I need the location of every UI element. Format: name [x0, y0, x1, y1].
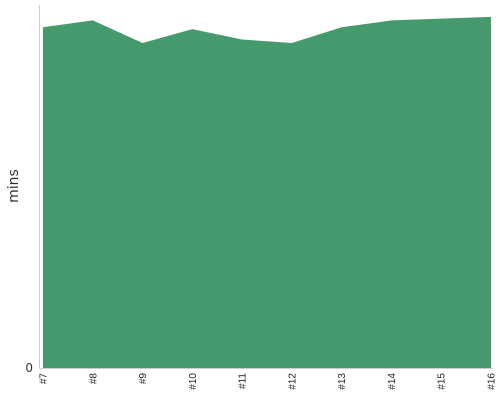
- x-tick-label: #7: [39, 373, 50, 385]
- x-tick-label: #8: [88, 373, 99, 385]
- plot-area: [43, 16, 491, 369]
- y-axis-label: mins: [6, 169, 22, 203]
- x-tick-label: #15: [437, 373, 448, 390]
- x-tick-label: #14: [387, 373, 398, 390]
- y-axis-ticks: 0: [25, 361, 33, 375]
- x-tick-label: #16: [487, 373, 498, 390]
- x-tick-label: #13: [337, 373, 348, 390]
- x-tick-label: #10: [188, 373, 199, 390]
- area-series: [43, 16, 491, 369]
- x-tick-label: #11: [238, 373, 249, 389]
- y-tick-label: 0: [25, 361, 33, 375]
- x-tick-label: #9: [138, 373, 149, 385]
- x-tick-label: #12: [287, 373, 298, 390]
- x-axis-ticks: #7 #8 #9 #10 #11 #12 #13 #14 #15 #16: [39, 373, 498, 390]
